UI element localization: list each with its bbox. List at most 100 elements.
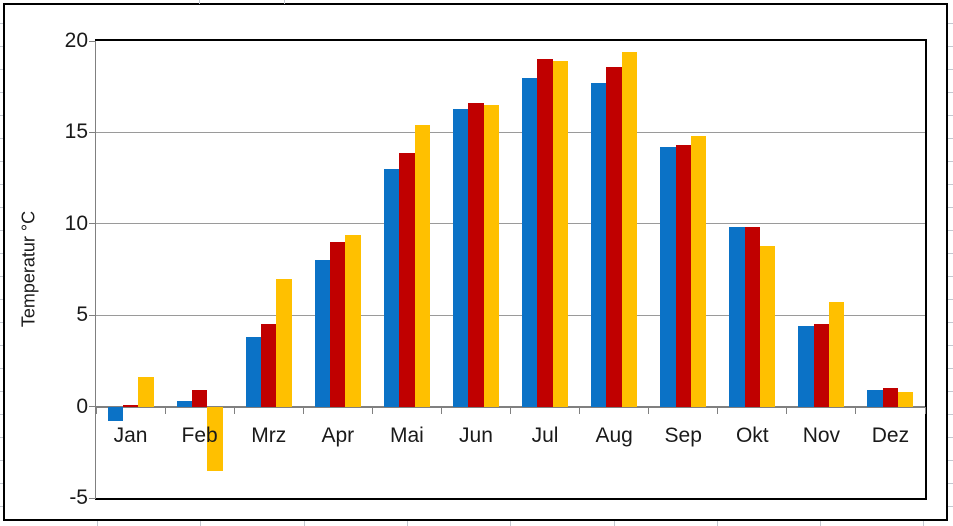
bar-series-1-blue-jul[interactable]	[522, 77, 538, 407]
bar-series-2-red-okt[interactable]	[744, 227, 760, 407]
sheet-row-gridline-tick	[948, 46, 953, 47]
sheet-row-gridline-tick	[948, 253, 953, 254]
bar-series-3-yellow-mrz[interactable]	[276, 278, 292, 407]
sheet-row-gridline-tick	[0, 161, 3, 162]
bar-series-3-yellow-sep[interactable]	[690, 136, 707, 407]
bar-series-1-blue-mai[interactable]	[383, 168, 400, 407]
category-axis-tick	[924, 406, 926, 414]
y-axis-label: 0	[76, 394, 88, 418]
bar-series-3-yellow-feb[interactable]	[207, 406, 223, 471]
x-axis-label: Sep	[664, 424, 702, 447]
bar-series-1-blue-sep[interactable]	[660, 147, 676, 407]
value-axis-tick	[89, 223, 96, 225]
bar-series-3-yellow-dez[interactable]	[898, 391, 914, 407]
x-axis-label: Okt	[735, 424, 769, 447]
plot-border-top	[95, 39, 927, 41]
bar-series-2-red-mai[interactable]	[399, 152, 415, 407]
y-axis-label: 20	[64, 29, 88, 52]
bar-series-3-yellow-jan[interactable]	[138, 377, 154, 407]
sheet-column-gridline-tick	[923, 521, 925, 526]
bar-series-2-red-feb[interactable]	[191, 390, 208, 407]
sheet-row-gridline-tick	[0, 69, 3, 70]
x-axis-label: Jun	[459, 424, 493, 447]
sheet-row-gridline-tick	[0, 138, 3, 139]
sheet-row-gridline-tick	[0, 115, 3, 116]
sheet-row-gridline-tick	[948, 23, 953, 24]
sheet-row-gridline-tick	[948, 345, 953, 346]
x-axis-label: Mai	[389, 424, 424, 447]
sheet-row-gridline-tick	[948, 276, 953, 277]
sheet-row-gridline-tick	[948, 230, 953, 231]
bar-series-2-red-jan[interactable]	[122, 404, 139, 407]
bar-series-3-yellow-okt[interactable]	[759, 245, 776, 407]
sheet-row-gridline-tick	[948, 460, 953, 461]
y-axis-label: 15	[64, 120, 88, 144]
sheet-row-gridline-tick	[0, 483, 3, 484]
sheet-row-gridline-tick	[0, 345, 3, 346]
category-axis-tick	[440, 406, 442, 414]
sheet-row-gridline-tick	[0, 414, 3, 415]
bar-series-1-blue-jan[interactable]	[107, 406, 123, 422]
bar-series-1-blue-mrz[interactable]	[245, 337, 262, 407]
bar-series-2-red-dez[interactable]	[882, 388, 899, 407]
bar-series-1-blue-okt[interactable]	[729, 227, 745, 407]
sheet-column-gridline-tick	[200, 521, 202, 526]
sheet-row-gridline-tick	[0, 322, 3, 323]
bar-series-2-red-sep[interactable]	[675, 145, 691, 407]
category-axis-tick	[302, 406, 304, 414]
sheet-row-gridline-tick	[0, 391, 3, 392]
value-axis-tick	[89, 406, 96, 408]
value-axis-tick	[89, 131, 96, 133]
sheet-row-gridline-tick	[0, 437, 3, 438]
bar-series-1-blue-jun[interactable]	[452, 108, 469, 407]
sheet-row-gridline-tick	[948, 92, 953, 93]
bar-series-2-red-apr[interactable]	[330, 242, 346, 407]
sheet-column-gridline-tick	[510, 521, 512, 526]
sheet-row-gridline-tick	[0, 299, 3, 300]
category-axis-tick	[233, 406, 235, 414]
sheet-column-gridline-tick	[284, 0, 285, 4]
category-axis-tick	[371, 406, 373, 414]
bar-series-1-blue-aug[interactable]	[591, 83, 607, 407]
sheet-column-gridline-tick	[613, 521, 615, 526]
category-axis-tick	[579, 406, 581, 414]
bar-series-3-yellow-apr[interactable]	[345, 234, 361, 407]
bar-series-1-blue-dez[interactable]	[867, 390, 883, 407]
y-axis-title: Temperatur °C	[18, 210, 39, 328]
sheet-row-gridline-tick	[948, 184, 953, 185]
bar-series-3-yellow-jul[interactable]	[552, 61, 569, 407]
category-axis-tick	[786, 406, 788, 414]
sheet-row-gridline-tick	[0, 276, 3, 277]
sheet-row-gridline-tick	[0, 368, 3, 369]
sheet-row-gridline-tick	[0, 46, 3, 47]
sheet-row-gridline-tick	[948, 69, 953, 70]
value-axis-tick	[89, 40, 96, 42]
bar-series-1-blue-apr[interactable]	[314, 260, 331, 407]
bar-series-1-blue-nov[interactable]	[798, 326, 814, 407]
sheet-row-gridline-tick	[948, 414, 953, 415]
bar-series-3-yellow-aug[interactable]	[621, 51, 638, 407]
sheet-row-gridline-tick	[0, 207, 3, 208]
sheet-row-gridline-tick	[948, 483, 953, 484]
bar-series-3-yellow-nov[interactable]	[829, 302, 845, 407]
sheet-row-gridline-tick	[0, 92, 3, 93]
bar-series-1-blue-feb[interactable]	[176, 401, 192, 407]
bar-series-2-red-jun[interactable]	[468, 103, 484, 407]
value-axis-tick	[89, 497, 96, 499]
sheet-row-gridline-tick	[0, 506, 3, 507]
bar-series-2-red-aug[interactable]	[606, 66, 622, 407]
bar-series-3-yellow-jun[interactable]	[483, 104, 499, 407]
y-axis-label: -5	[69, 486, 88, 509]
sheet-row-gridline-tick	[948, 115, 953, 116]
bar-series-3-yellow-mai[interactable]	[414, 125, 430, 407]
bar-series-2-red-mrz[interactable]	[261, 324, 277, 407]
y-axis-label: 10	[64, 211, 88, 235]
bar-series-2-red-jul[interactable]	[537, 59, 553, 407]
bar-series-2-red-nov[interactable]	[813, 324, 830, 407]
x-axis-label: Apr	[321, 424, 355, 447]
sheet-row-gridline-tick	[948, 322, 953, 323]
sheet-row-gridline-tick	[948, 138, 953, 139]
sheet-row-gridline-tick	[0, 460, 3, 461]
